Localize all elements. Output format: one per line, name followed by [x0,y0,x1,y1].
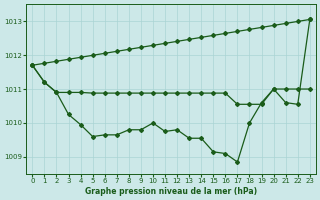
X-axis label: Graphe pression niveau de la mer (hPa): Graphe pression niveau de la mer (hPa) [85,187,257,196]
